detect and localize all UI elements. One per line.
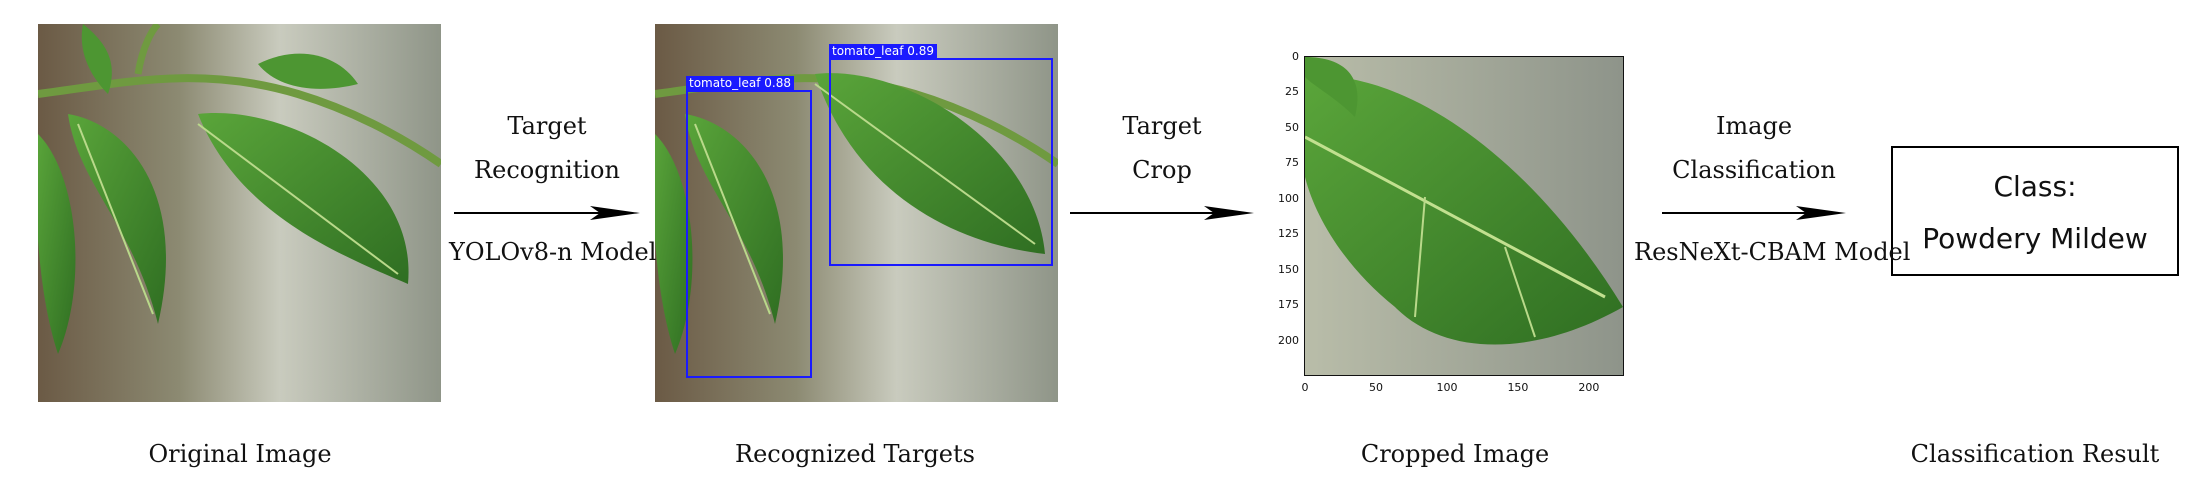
arrow-3-label-line1: Image [1715, 112, 1793, 140]
arrow-2-label-line2: Crop [1132, 156, 1192, 184]
original-image [38, 24, 441, 402]
crop-y-tick-label: 75 [1285, 156, 1299, 170]
arrow-1 [454, 206, 640, 220]
detection-label-2: tomato_leaf 0.89 [829, 44, 937, 58]
crop-y-tick-label: 125 [1278, 227, 1299, 241]
caption-recognized-targets: Recognized Targets [735, 440, 975, 468]
crop-x-tick-label: 0 [1301, 381, 1309, 394]
classification-result-box: Class: Powdery Mildew [1891, 146, 2179, 276]
detection-box-2 [829, 58, 1053, 266]
crop-x-tick-label: 50 [1368, 381, 1383, 394]
crop-y-tick-label: 0 [1292, 50, 1299, 63]
result-class-label: Class: [1993, 170, 2077, 203]
crop-y-tick-label: 200 [1278, 333, 1299, 347]
arrow-3 [1662, 206, 1846, 220]
arrow-1-label-line1: Target [507, 112, 587, 140]
caption-original-image: Original Image [148, 440, 332, 468]
crop-y-tick-label: 50 [1285, 120, 1299, 134]
crop-y-tick-label: 175 [1278, 298, 1299, 312]
crop-x-tick-label: 150 [1507, 381, 1529, 394]
arrow-1-label-line2: Recognition [474, 156, 620, 184]
result-class-value: Powdery Mildew [1922, 222, 2148, 255]
detection-box-1 [686, 90, 812, 378]
caption-cropped-image: Cropped Image [1360, 440, 1550, 468]
crop-x-tick-label: 200 [1578, 381, 1600, 394]
crop-y-tick-label: 150 [1278, 262, 1299, 276]
arrow-2 [1070, 206, 1254, 220]
crop-x-tick-label: 100 [1436, 381, 1458, 394]
arrow-3-label-line2: Classification [1672, 156, 1836, 184]
detection-label-1: tomato_leaf 0.88 [686, 76, 794, 90]
crop-y-tick-label: 100 [1278, 191, 1299, 205]
caption-classification-result: Classification Result [1910, 440, 2160, 468]
cropped-image [1304, 56, 1624, 376]
crop-y-tick-label: 25 [1285, 85, 1299, 99]
arrow-3-model: ResNeXt-CBAM Model [1634, 238, 1911, 266]
arrow-1-model: YOLOv8-n Model [449, 238, 657, 266]
arrow-2-label-line1: Target [1122, 112, 1202, 140]
